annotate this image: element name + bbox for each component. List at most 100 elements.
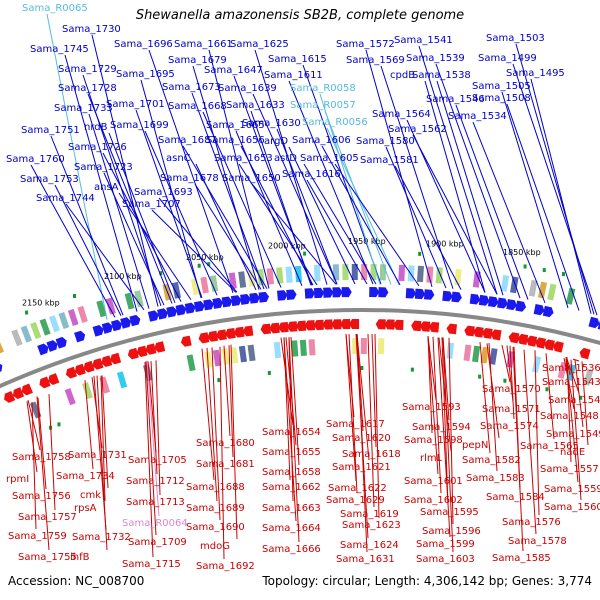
feature-block xyxy=(361,263,368,281)
bottom-leader-line xyxy=(367,333,375,508)
bottom-leader-line xyxy=(290,337,300,466)
feature-block xyxy=(537,281,547,299)
reverse-gene-arrow xyxy=(21,383,33,396)
gc-marker xyxy=(197,263,201,268)
reverse-gene-arrow xyxy=(473,326,484,338)
top-gene-label: Sama_1616 xyxy=(282,169,341,180)
forward-gene-arrow xyxy=(240,294,251,305)
bottom-leader-line xyxy=(488,343,498,472)
bottom-gene-label: Sama_1705 xyxy=(128,455,187,466)
reverse-gene-arrow xyxy=(65,366,78,379)
bottom-gene-label: Sama_1594 xyxy=(412,422,471,433)
forward-gene-arrow xyxy=(101,322,113,334)
scale-tick-label: 2000 kbp xyxy=(268,241,306,250)
bottom-gene-label: Sama_1618 xyxy=(342,449,401,460)
forward-gene-arrow xyxy=(442,290,453,302)
bottom-leader-line xyxy=(100,376,106,502)
top-leader-line xyxy=(365,49,433,287)
forward-gene-arrow xyxy=(166,306,178,318)
forward-gene-arrow xyxy=(588,316,600,329)
bottom-gene-label: Sama_1692 xyxy=(196,561,255,572)
top-leader-line xyxy=(512,63,598,316)
gc-marker xyxy=(217,378,221,383)
reverse-gene-arrow xyxy=(411,320,422,332)
feature-block xyxy=(377,338,385,355)
accession-text: Accession: NC_008700 xyxy=(8,574,145,588)
bottom-leader-line xyxy=(523,349,537,535)
top-leader-line xyxy=(412,134,498,295)
bottom-leader-line xyxy=(101,375,109,489)
feature-block xyxy=(472,271,481,288)
top-leader-line xyxy=(151,209,237,293)
gc-marker xyxy=(410,367,414,372)
reverse-gene-arrow xyxy=(242,325,254,337)
top-leader-line xyxy=(88,113,150,309)
top-gene-label: Sama_1650 xyxy=(222,173,281,184)
reverse-gene-arrow xyxy=(127,347,139,360)
forward-gene-arrow xyxy=(230,295,242,307)
top-leader-line xyxy=(276,128,338,285)
feature-block xyxy=(96,300,107,318)
feature-block xyxy=(82,382,93,400)
gc-marker xyxy=(267,370,271,375)
feature-block xyxy=(273,341,282,359)
reverse-gene-arrow xyxy=(535,337,547,349)
forward-gene-arrow xyxy=(332,287,343,298)
reverse-gene-arrow xyxy=(304,320,316,331)
bottom-leader-line xyxy=(206,347,218,502)
feature-block xyxy=(204,351,213,368)
top-leader-line xyxy=(418,45,498,295)
bottom-leader-line xyxy=(581,361,589,446)
bottom-leader-line xyxy=(283,337,297,522)
reverse-gene-arrow xyxy=(260,323,272,335)
top-gene-label: Sama_1564 xyxy=(372,109,431,120)
reverse-gene-arrow xyxy=(207,330,219,342)
feature-block xyxy=(190,278,200,296)
top-leader-line xyxy=(65,203,145,311)
feature-block xyxy=(360,337,367,355)
top-gene-label: Sama_1606 xyxy=(292,135,351,146)
top-gene-label: Sama_1726 xyxy=(68,142,127,153)
bottom-gene-label: Sama_1681 xyxy=(196,459,255,470)
feature-block xyxy=(351,263,358,281)
top-gene-label: Sama_1696 xyxy=(114,39,173,50)
top-leader-line xyxy=(250,110,312,286)
feature-block xyxy=(566,364,576,381)
forward-gene-arrow xyxy=(157,308,168,320)
forward-gene-arrow xyxy=(212,297,224,309)
bottom-leader-line xyxy=(84,380,94,470)
reverse-gene-arrow xyxy=(517,333,529,346)
bottom-leader-line xyxy=(223,345,231,437)
feature-block xyxy=(291,340,299,357)
bottom-gene-label: Sama_1598 xyxy=(404,435,463,446)
feature-block xyxy=(285,266,293,283)
top-gene-label: Sama_1625 xyxy=(230,39,289,50)
feature-block xyxy=(247,344,256,362)
feature-block xyxy=(416,265,424,283)
top-gene-label: Sama_1673 xyxy=(162,82,221,93)
reverse-gene-arrow xyxy=(544,339,555,351)
bottom-gene-label: Sama_1622 xyxy=(328,483,387,494)
forward-gene-arrow xyxy=(249,292,260,304)
top-leader-line xyxy=(394,165,462,290)
feature-block xyxy=(20,325,33,343)
bottom-gene-label: Sama_1560 xyxy=(544,502,600,513)
top-leader-line xyxy=(240,145,314,286)
bottom-leader-line xyxy=(545,353,555,440)
forward-gene-arrow xyxy=(451,291,462,303)
top-gene-label: Sama_1615 xyxy=(268,54,327,65)
top-leader-line xyxy=(435,63,521,299)
bottom-gene-label: nadE xyxy=(560,447,585,458)
gc-marker xyxy=(207,262,211,267)
forward-gene-arrow xyxy=(497,297,508,309)
top-leader-line xyxy=(208,49,270,289)
bottom-gene-label: Sama_R0064 xyxy=(122,518,188,529)
bottom-gene-label: Sama_1578 xyxy=(508,536,567,547)
reverse-gene-arrow xyxy=(101,355,113,367)
bottom-leader-line xyxy=(565,358,579,483)
bottom-gene-label: Sama_1655 xyxy=(262,447,321,458)
top-gene-label: Sama_1539 xyxy=(406,53,465,64)
top-gene-label: Sama_1723 xyxy=(74,162,133,173)
top-leader-line xyxy=(158,197,238,293)
top-leader-line xyxy=(192,65,260,290)
